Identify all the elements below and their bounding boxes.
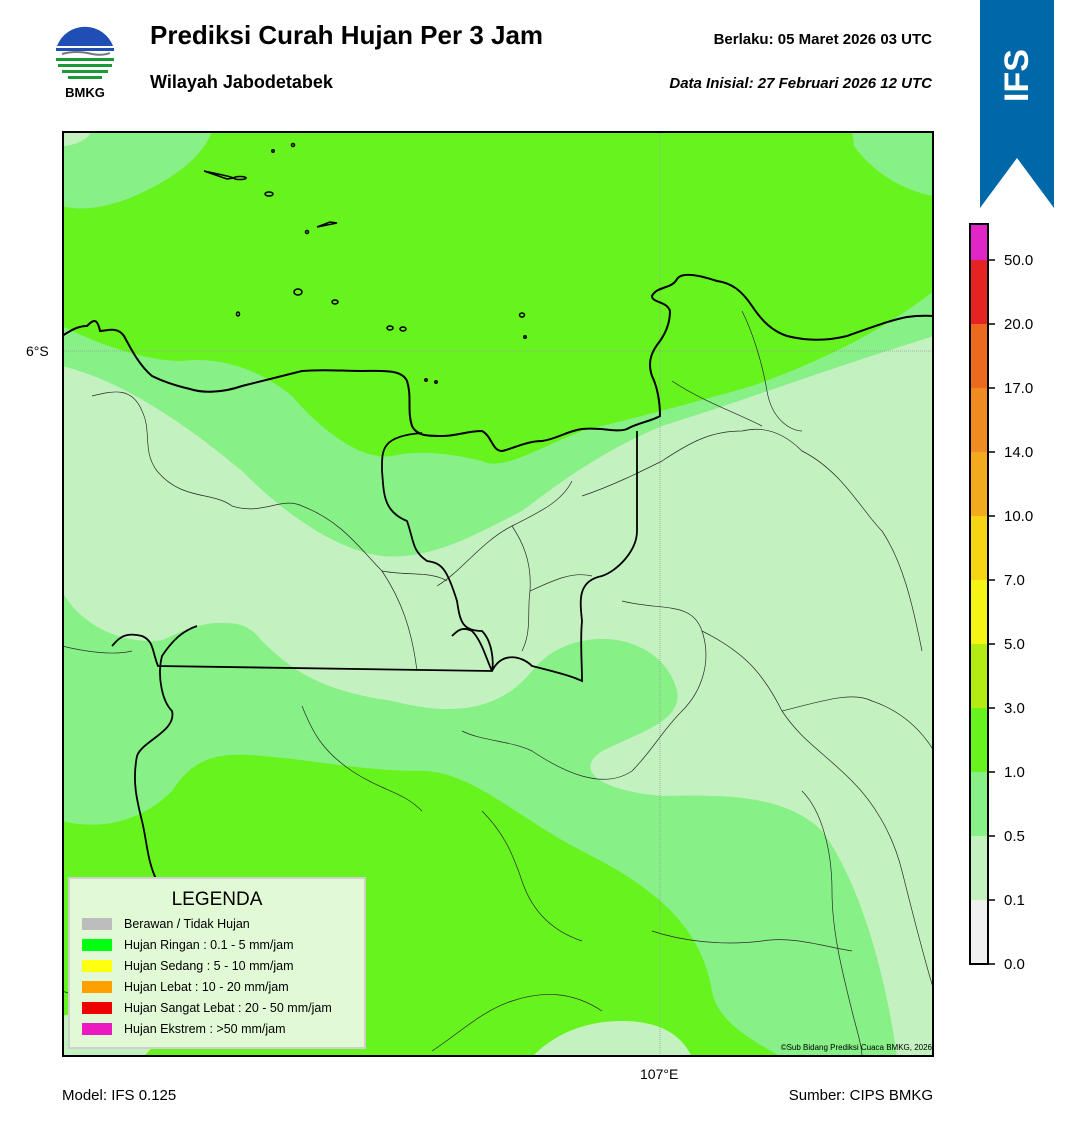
province-border-2: [451, 431, 638, 683]
map-light-south-patch: [532, 1021, 692, 1057]
init-time-label: Data Inisial: 27 Februari 2026 12 UTC: [669, 75, 932, 92]
colorbar-frame: [969, 223, 989, 965]
page-subtitle: Wilayah Jabodetabek: [150, 72, 333, 92]
colorbar-segment: [970, 516, 988, 580]
legend-swatch: [82, 981, 112, 993]
legend-box: LEGENDA Berawan / Tidak Hujan Hujan Ring…: [68, 877, 366, 1049]
colorbar-segment: [970, 900, 988, 964]
logo-text: BMKG: [65, 85, 105, 100]
legend-label: Berawan / Tidak Hujan: [124, 917, 250, 931]
colorbar-tick-label: 7.0: [1004, 572, 1025, 589]
legend-label: Hujan Lebat : 10 - 20 mm/jam: [124, 980, 289, 994]
map-light-corner: [62, 131, 92, 146]
legend-item: Hujan Sedang : 5 - 10 mm/jam: [82, 959, 294, 973]
legend-swatch: [82, 960, 112, 972]
colorbar-segment: [970, 224, 988, 260]
legend-title: LEGENDA: [171, 889, 263, 910]
district-boundaries: [62, 310, 934, 1057]
model-label: Model: IFS 0.125: [62, 1087, 177, 1104]
legend-label: Hujan Ekstrem : >50 mm/jam: [124, 1022, 286, 1036]
legend-swatch: [82, 939, 112, 951]
colorbar-tick-label: 17.0: [1004, 380, 1033, 397]
legend-swatch: [82, 918, 112, 930]
colorbar-tick-label: 10.0: [1004, 508, 1033, 525]
colorbar-segment: [970, 708, 988, 772]
legend-item: Hujan Ekstrem : >50 mm/jam: [82, 1022, 286, 1036]
bmkg-logo-icon: [55, 23, 115, 83]
thousand-islands: [203, 142, 527, 384]
valid-time-label: Berlaku: 05 Maret 2026 03 UTC: [713, 31, 932, 48]
source-label: Sumber: CIPS BMKG: [788, 1087, 933, 1104]
colorbar-segment: [970, 772, 988, 836]
colorbar-tick-label: 50.0: [1004, 252, 1033, 269]
legend-swatch: [82, 1002, 112, 1014]
legend-item: Hujan Lebat : 10 - 20 mm/jam: [82, 980, 289, 994]
legend-item: Berawan / Tidak Hujan: [82, 917, 250, 931]
colorbar-segment: [970, 452, 988, 516]
map-bright-north: [62, 131, 934, 464]
colorbar-segment: [970, 580, 988, 644]
legend-item: Hujan Sangat Lebat : 20 - 50 mm/jam: [82, 1001, 332, 1015]
legend-label: Hujan Sangat Lebat : 20 - 50 mm/jam: [124, 1001, 332, 1015]
colorbar-tick-label: 1.0: [1004, 764, 1025, 781]
legend-label: Hujan Sedang : 5 - 10 mm/jam: [124, 959, 294, 973]
map-light-inland: [62, 336, 934, 1057]
map-medium-pocket-nw: [62, 131, 212, 209]
credit-text: ©Sub Bidang Prediksi Cuaca BMKG, 2026: [780, 1043, 932, 1052]
colorbar-segment: [970, 388, 988, 452]
colorbar-segment: [970, 260, 988, 324]
ifs-ribbon: [980, 0, 1054, 208]
colorbar-tick-label: 3.0: [1004, 700, 1025, 717]
colorbar-tick-label: 20.0: [1004, 316, 1033, 333]
ribbon-label-wrap: IFS: [986, 40, 1048, 110]
java-coastline: [62, 273, 934, 453]
legend-swatch: [82, 1023, 112, 1035]
colorbar-segment: [970, 324, 988, 388]
map-frame: [62, 131, 934, 1057]
page-title: Prediksi Curah Hujan Per 3 Jam: [150, 20, 544, 50]
colorbar-segment: [970, 644, 988, 708]
colorbar-tick-label: 14.0: [1004, 444, 1033, 461]
longitude-label: 107°E: [640, 1066, 679, 1082]
legend-label: Hujan Ringan : 0.1 - 5 mm/jam: [124, 938, 294, 952]
rainfall-colorbar: 0.0 0.1 0.5 1.0 3.0 5.0 7.0 10.0 14.0 17.0 20.0 50.…: [969, 223, 1033, 973]
legend-item: Hujan Ringan : 0.1 - 5 mm/jam: [82, 938, 294, 952]
colorbar-tick-label: 5.0: [1004, 636, 1025, 653]
colorbar-tick-label: 0.0: [1004, 956, 1025, 973]
map-medium-pocket-ne: [852, 131, 934, 196]
ribbon-label: IFS: [997, 48, 1036, 102]
colorbar-tick-label: 0.1: [1004, 892, 1025, 909]
colorbar-tick-label: 0.5: [1004, 828, 1025, 845]
colorbar-segment: [970, 836, 988, 900]
province-border: [111, 432, 494, 672]
latitude-label: 6°S: [26, 343, 49, 359]
